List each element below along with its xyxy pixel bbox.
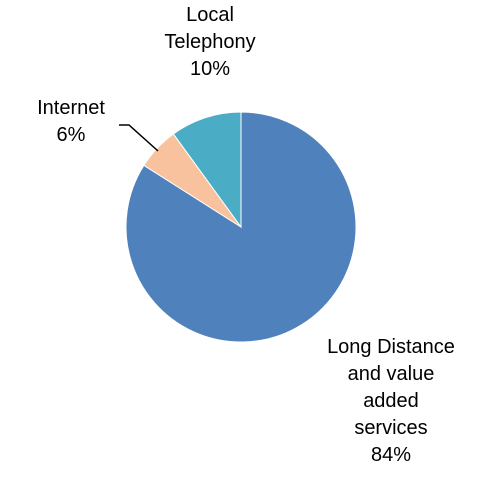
slice-value-label: 6% — [57, 124, 86, 146]
slice-label-local-telephony: Local Telephony 10% — [164, 4, 255, 80]
slice-value-label: 84% — [371, 444, 411, 466]
slice-label-long-distance-and-value-added-services: Long Distance and value added services 84% — [327, 336, 455, 466]
slice-name-label: Local — [186, 4, 234, 26]
slice-value-label: 10% — [190, 58, 230, 80]
pie-slices — [125, 111, 357, 343]
slice-labels: Long Distance and value added services 84% In… — [37, 4, 455, 466]
slice-name-label: Long Distance — [327, 336, 455, 358]
pie-slice-local-telephony — [172, 111, 242, 229]
slice-name-label: Telephony — [164, 31, 255, 53]
leader-line-internet — [119, 124, 159, 152]
leader-lines — [119, 124, 159, 152]
slice-label-internet: Internet 6% — [37, 97, 105, 146]
slice-name-label: Internet — [37, 97, 105, 119]
slice-name-label: added — [363, 390, 419, 412]
slice-name-label: and value — [348, 363, 435, 385]
slice-name-label: services — [354, 417, 427, 439]
